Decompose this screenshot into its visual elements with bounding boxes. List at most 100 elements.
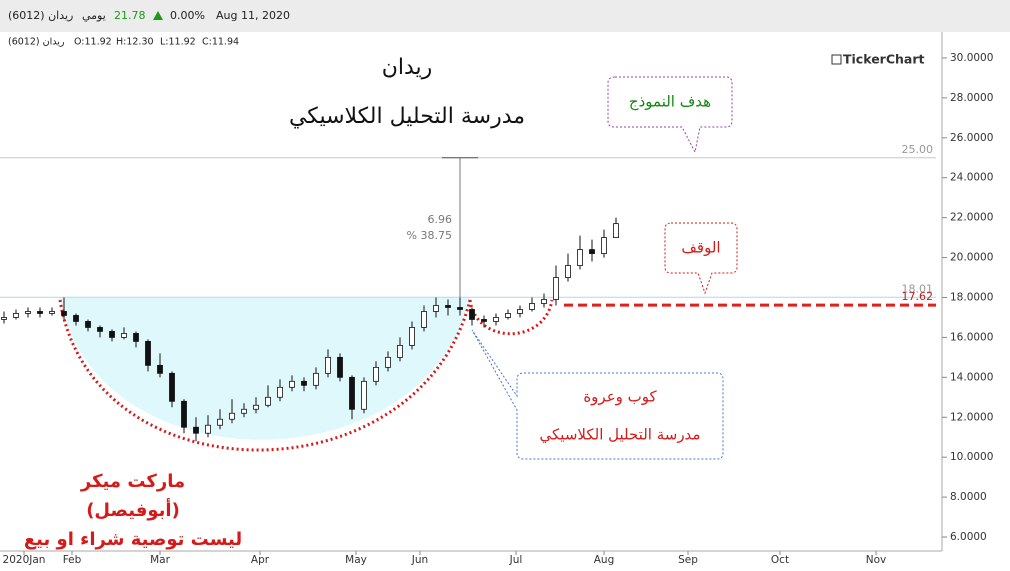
candle-body: [361, 380, 367, 410]
x-tick-label: Mar: [150, 554, 170, 566]
target-label: هدف النموذج: [629, 93, 711, 112]
candle-body: [325, 356, 331, 374]
y-tick-label: 14.0000: [950, 371, 993, 383]
x-tick-label: Aug: [594, 554, 615, 566]
candle-body: [337, 356, 343, 378]
info-open: O:11.92: [74, 37, 112, 48]
y-tick-label: 10.0000: [950, 451, 993, 463]
x-tick-label: Sep: [678, 554, 698, 566]
candle-body: [1, 317, 7, 320]
candle-body: [445, 305, 451, 308]
candle-body: [229, 412, 235, 420]
candle-body: [25, 311, 31, 314]
candle-body: [85, 321, 91, 328]
school-label: مدرسة التحليل الكلاسيكي: [540, 426, 701, 445]
author-alias: (أبوفيصل): [86, 498, 180, 521]
candle-body: [73, 315, 79, 322]
y-tick-label: 26.0000: [950, 132, 993, 144]
candle-body: [529, 303, 535, 310]
y-tick-label: 16.0000: [950, 331, 993, 343]
callout: [607, 76, 733, 154]
candle-body: [505, 313, 511, 318]
y-tick-label: 20.0000: [950, 252, 993, 264]
y-tick-label: 8.0000: [950, 491, 987, 503]
x-tick-label: Jun: [411, 554, 428, 566]
reference-label: 25.00: [902, 143, 934, 156]
candle-body: [601, 237, 607, 254]
measure-change: 6.96: [428, 213, 453, 226]
up-arrow: [153, 11, 163, 20]
candle-body: [457, 307, 463, 310]
toolbar-change: 0.00%: [170, 9, 205, 22]
info-low: L:11.92: [160, 37, 196, 48]
y-tick-label: 18.0000: [950, 291, 993, 303]
y-tick-label: 28.0000: [950, 92, 993, 104]
candle-body: [13, 313, 19, 318]
candle-body: [169, 372, 175, 402]
candle-body: [181, 400, 187, 428]
candle-body: [277, 386, 283, 398]
candle-body: [469, 309, 475, 320]
info-high: H:12.30: [116, 37, 154, 48]
candle-body: [541, 299, 547, 304]
info-close: C:11.94: [202, 37, 239, 48]
candle-body: [121, 333, 127, 338]
toolbar-last: 21.78: [114, 9, 146, 22]
candle-body: [481, 319, 487, 322]
candle-body: [565, 265, 571, 278]
measure-percent: % 38.75: [407, 229, 452, 242]
toolbar-date: Aug 11, 2020: [216, 9, 290, 22]
candle-body: [97, 327, 103, 332]
stop-label: الوقف: [681, 239, 720, 257]
candle-body: [385, 356, 391, 368]
cup-fill: [60, 298, 470, 440]
x-tick-label: Oct: [771, 554, 789, 566]
candle-body: [553, 277, 559, 300]
candle-body: [157, 364, 163, 374]
candle-body: [253, 404, 259, 410]
logo: TickerChart: [843, 52, 925, 67]
candle-body: [421, 311, 427, 328]
disclaimer: ليست توصية شراء او بيع: [24, 529, 242, 550]
candle-body: [349, 376, 355, 410]
candle-body: [193, 426, 199, 434]
callout: [664, 222, 738, 295]
candle-body: [613, 223, 619, 239]
logo-icon: [831, 54, 842, 65]
candle-body: [265, 396, 271, 406]
y-tick-label: 24.0000: [950, 172, 993, 184]
candle-body: [313, 372, 319, 386]
pattern-label: كوب وعروة: [583, 388, 657, 406]
candle-body: [241, 408, 247, 414]
candle-body: [205, 424, 211, 434]
candle-body: [109, 331, 115, 338]
candle-body: [397, 344, 403, 358]
author: ماركت ميكر: [80, 471, 185, 492]
candle-body: [493, 317, 499, 322]
x-tick-label: May: [345, 554, 367, 566]
chart-subtitle: مدرسة التحليل الكلاسيكي: [289, 104, 525, 129]
x-tick-label: Nov: [866, 554, 887, 566]
candle-body: [49, 311, 55, 314]
candle-body: [373, 366, 379, 382]
reference-label: 17.62: [902, 290, 934, 303]
candle-body: [517, 309, 523, 314]
chart-title: ريدان: [382, 55, 433, 80]
candle-body: [433, 305, 439, 312]
candle-body: [37, 311, 43, 314]
toolbar: [0, 0, 1010, 32]
x-tick-label: Feb: [63, 554, 82, 566]
toolbar-period: يومي: [82, 9, 106, 22]
candle-body: [589, 249, 595, 254]
y-tick-label: 6.0000: [950, 531, 987, 543]
candle-body: [289, 380, 295, 388]
candle-body: [133, 333, 139, 342]
candle-body: [217, 418, 223, 426]
callout: [471, 329, 724, 460]
y-tick-label: 30.0000: [950, 52, 993, 64]
candle-body: [409, 327, 415, 346]
handle-arc: [468, 299, 554, 336]
cup-arc: [58, 299, 472, 452]
y-tick-label: 22.0000: [950, 212, 993, 224]
